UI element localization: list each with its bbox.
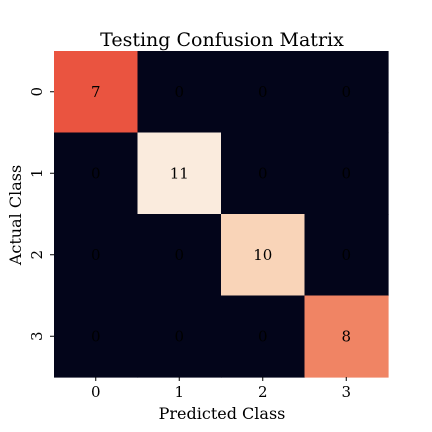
y-tick-label-2: 2 (28, 250, 46, 260)
heatmap-cells: 7 0 0 0 0 11 0 0 0 0 10 0 0 0 0 8 (54, 51, 389, 378)
cell-value-label-2-0: 0 (91, 246, 101, 264)
heatmap-cell-3-1 (137, 295, 222, 378)
cell-value-label-2-2: 10 (253, 246, 272, 264)
cell-value-label-2-3: 0 (341, 246, 351, 264)
heatmap-cell-2-1 (137, 214, 222, 297)
x-tick-label-0: 0 (91, 383, 101, 401)
cell-value-label-1-0: 0 (91, 164, 101, 182)
cell-value-label-3-2: 0 (258, 327, 268, 345)
heatmap-cell-2-3 (304, 214, 389, 297)
heatmap-cell-1-2 (221, 132, 306, 215)
y-axis-ticks: 0 1 2 3 (28, 87, 54, 341)
x-axis-label: Predicted Class (159, 404, 286, 423)
x-tick-label-3: 3 (341, 383, 351, 401)
heatmap-cell-1-3 (304, 132, 389, 215)
x-axis-ticks: 0 1 2 3 (91, 377, 351, 401)
chart-title: Testing Confusion Matrix (100, 29, 344, 51)
y-tick-label-3: 3 (28, 331, 46, 341)
cell-value-label-0-0: 7 (91, 83, 101, 101)
heatmap-cell-1-1 (137, 132, 222, 215)
heatmap-cell-3-0 (54, 295, 139, 378)
cell-value-label-1-1: 11 (170, 164, 189, 182)
heatmap-cell-0-2 (221, 51, 306, 134)
cell-value-label-3-3: 8 (341, 327, 351, 345)
heatmap-cell-3-3 (304, 295, 389, 378)
y-axis-label: Actual Class (6, 165, 25, 266)
cell-value-label-2-1: 0 (174, 246, 184, 264)
heatmap-cell-2-2 (221, 214, 306, 297)
heatmap-cell-0-3 (304, 51, 389, 134)
cell-value-label-1-3: 0 (341, 164, 351, 182)
x-tick-label-2: 2 (258, 383, 268, 401)
cell-value-label-0-3: 0 (341, 83, 351, 101)
heatmap-cell-2-0 (54, 214, 139, 297)
cell-value-label-0-1: 0 (174, 83, 184, 101)
cell-value-label-0-2: 0 (258, 83, 268, 101)
x-tick-label-1: 1 (174, 383, 184, 401)
cell-value-label-1-2: 0 (258, 164, 268, 182)
heatmap-cell-1-0 (54, 132, 139, 215)
heatmap-cell-0-0 (54, 51, 139, 134)
y-tick-label-0: 0 (28, 87, 46, 97)
cell-value-label-3-1: 0 (174, 327, 184, 345)
y-tick-label-1: 1 (28, 168, 46, 178)
cell-value-label-3-0: 0 (91, 327, 101, 345)
heatmap-cell-0-1 (137, 51, 222, 134)
heatmap-cell-3-2 (221, 295, 306, 378)
